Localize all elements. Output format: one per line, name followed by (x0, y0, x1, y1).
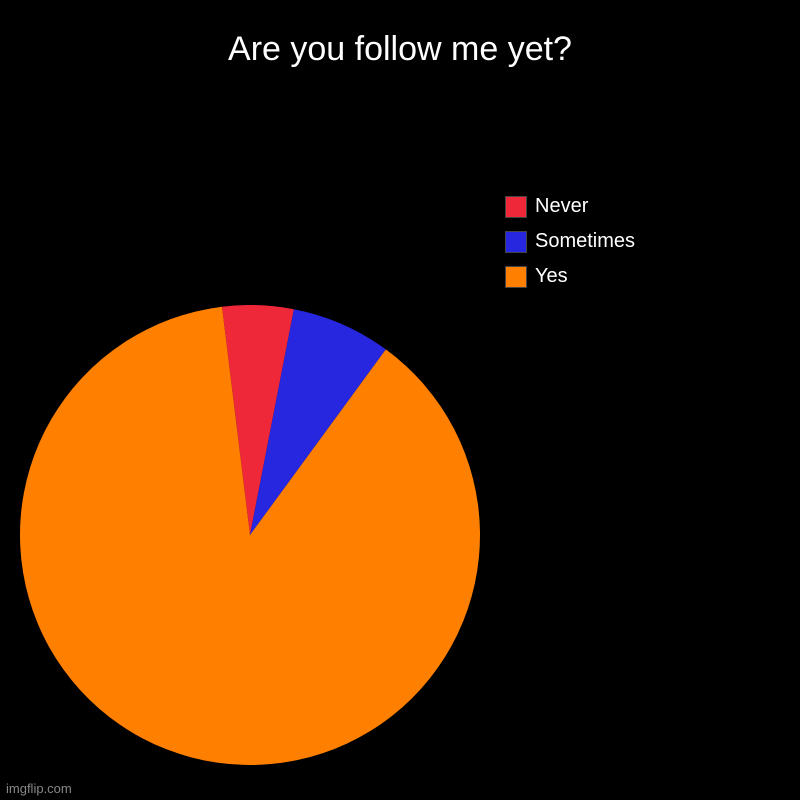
legend-item: Never (505, 195, 635, 218)
legend-label: Yes (535, 265, 568, 288)
chart-title: Are you follow me yet? (0, 30, 800, 69)
legend-label: Sometimes (535, 230, 635, 253)
legend-item: Yes (505, 265, 635, 288)
legend-label: Never (535, 195, 588, 218)
legend-swatch (505, 231, 527, 253)
legend-item: Sometimes (505, 230, 635, 253)
legend: Never Sometimes Yes (505, 195, 635, 288)
legend-swatch (505, 266, 527, 288)
legend-swatch (505, 196, 527, 218)
watermark: imgflip.com (6, 781, 72, 796)
pie-chart (20, 305, 480, 765)
